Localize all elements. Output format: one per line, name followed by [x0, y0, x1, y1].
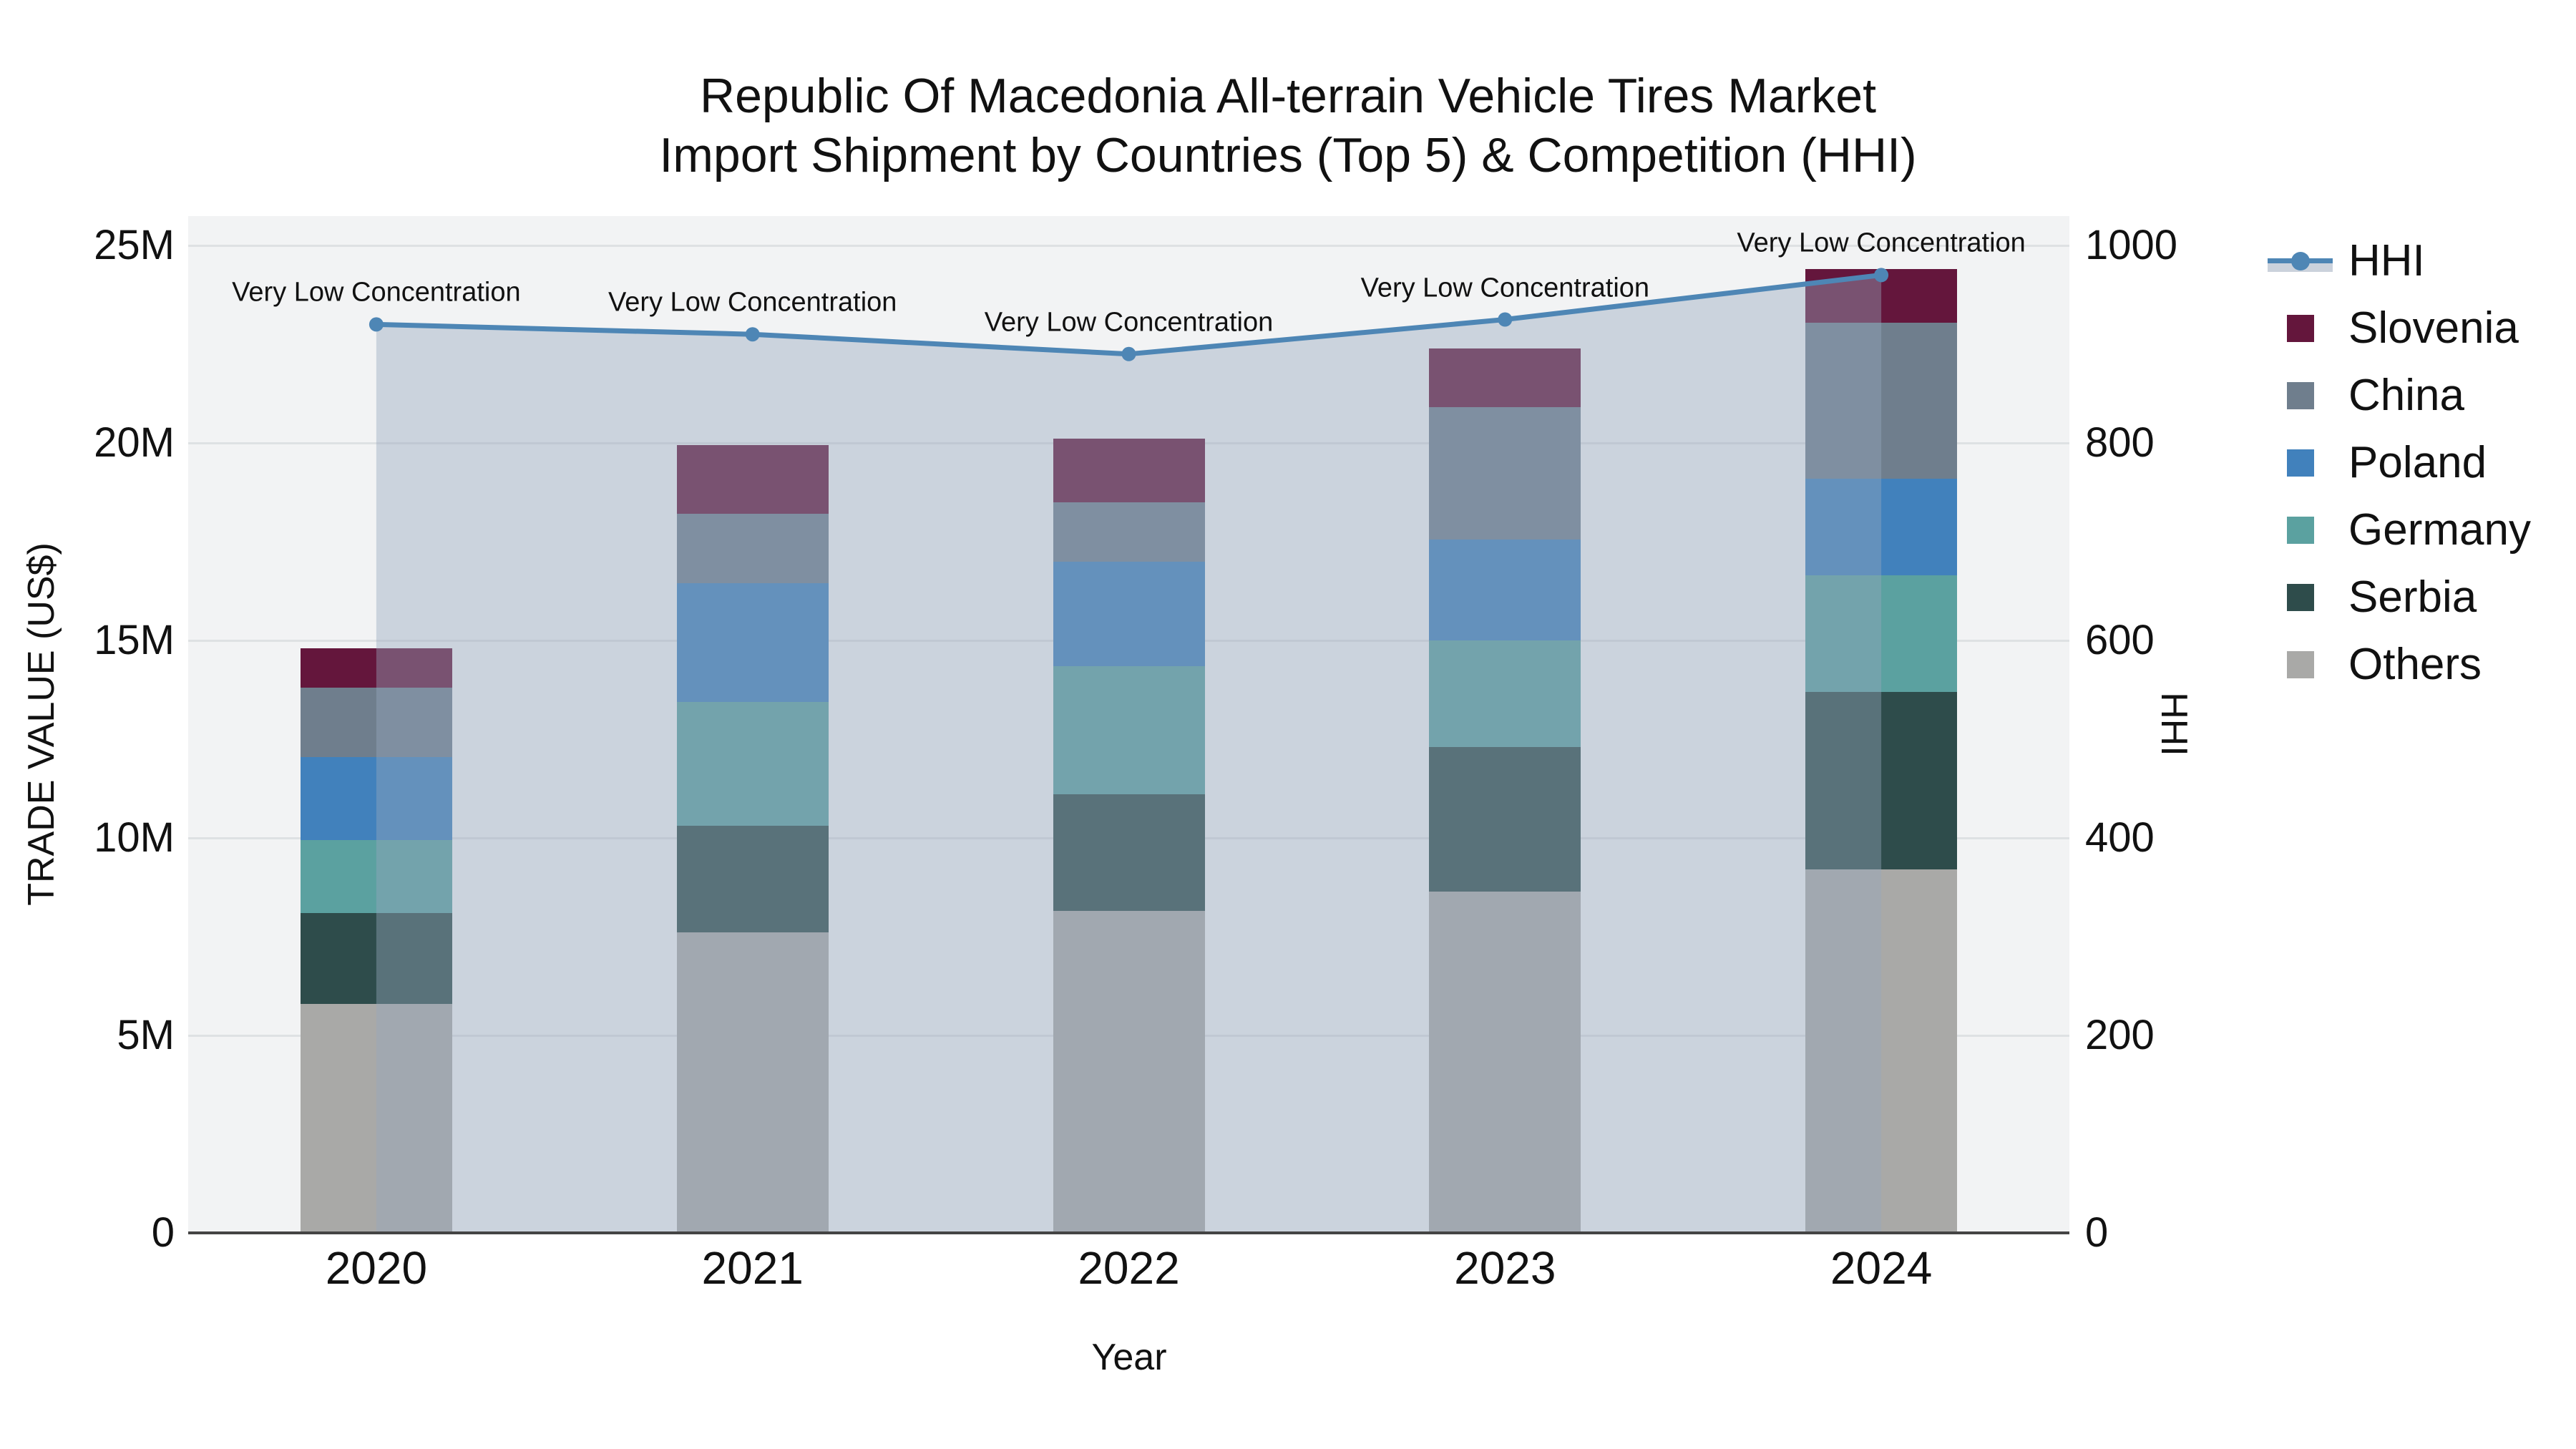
legend-item-others[interactable]: Others: [2268, 633, 2576, 697]
y-right-tick-600: 600: [2085, 617, 2155, 663]
bar-segment-germany-2020: [300, 839, 452, 913]
bar-segment-china-2021: [676, 514, 829, 583]
bar-segment-serbia-2020: [300, 912, 452, 1004]
legend-swatch-slovenia: [2287, 315, 2314, 342]
legend-item-china[interactable]: China: [2268, 364, 2576, 428]
bar-segment-slovenia-2021: [676, 444, 829, 514]
legend-label-poland: Poland: [2348, 438, 2487, 487]
y-right-tick-0: 0: [2085, 1209, 2109, 1256]
bar-segment-china-2024: [1805, 322, 1958, 479]
bar-segment-china-2022: [1053, 502, 1205, 562]
bar-segment-serbia-2024: [1805, 691, 1958, 870]
legend-item-hhi[interactable]: HHI: [2268, 229, 2576, 293]
legend-swatch-serbia: [2287, 584, 2314, 611]
y-left-axis-title: TRADE VALUE (US$): [21, 542, 62, 906]
legend-label-slovenia: Slovenia: [2348, 303, 2519, 353]
bar-segment-slovenia-2022: [1053, 439, 1205, 502]
x-tick-2024: 2024: [1830, 1242, 1933, 1294]
bar-segment-others-2020: [300, 1003, 452, 1233]
chart-title-line2: Import Shipment by Countries (Top 5) & C…: [659, 128, 1917, 182]
y-left-tick-5M: 5M: [117, 1012, 175, 1058]
legend-item-slovenia[interactable]: Slovenia: [2268, 296, 2576, 361]
x-tick-2023: 2023: [1454, 1242, 1556, 1294]
x-tick-2020: 2020: [325, 1242, 428, 1294]
bar-segment-slovenia-2024: [1805, 269, 1958, 323]
y-left-tick-25M: 25M: [94, 222, 175, 268]
y-right-axis-title: HHI: [2153, 692, 2195, 756]
bar-segment-germany-2023: [1429, 640, 1581, 748]
x-axis-title: Year: [1091, 1337, 1167, 1378]
bar-segment-germany-2024: [1805, 575, 1958, 692]
chart-title-line1: Republic Of Macedonia All-terrain Vehicl…: [699, 69, 1877, 123]
bar-segment-others-2024: [1805, 869, 1958, 1233]
bar-segment-china-2020: [300, 688, 452, 757]
legend-swatch-china: [2287, 382, 2314, 409]
legend-label-germany: Germany: [2348, 505, 2531, 555]
annotation-2023: Very Low Concentration: [1360, 273, 1650, 303]
legend-label-china: China: [2348, 371, 2464, 420]
bar-segment-poland-2024: [1805, 478, 1958, 575]
annotation-2024: Very Low Concentration: [1737, 228, 2026, 258]
legend-swatch-germany: [2287, 517, 2314, 544]
x-tick-2021: 2021: [701, 1242, 804, 1294]
legend-item-poland[interactable]: Poland: [2268, 431, 2576, 495]
legend-swatch-poland: [2287, 449, 2314, 477]
x-tick-2022: 2022: [1078, 1242, 1180, 1294]
bar-segment-poland-2020: [300, 756, 452, 840]
bar-segment-poland-2022: [1053, 561, 1205, 666]
bar-segment-poland-2023: [1429, 540, 1581, 640]
bar-segment-germany-2021: [676, 701, 829, 826]
legend-label-others: Others: [2348, 640, 2482, 689]
annotation-2020: Very Low Concentration: [232, 277, 521, 308]
y-right-tick-400: 400: [2085, 814, 2155, 861]
bar-segment-slovenia-2020: [300, 648, 452, 688]
bar-segment-germany-2022: [1053, 665, 1205, 795]
legend-item-germany[interactable]: Germany: [2268, 498, 2576, 562]
y-right-tick-200: 200: [2085, 1012, 2155, 1058]
annotation-2022: Very Low Concentration: [984, 307, 1274, 338]
y-left-tick-10M: 10M: [94, 814, 175, 861]
bar-segment-others-2022: [1053, 911, 1205, 1233]
y-right-tick-800: 800: [2085, 419, 2155, 466]
bar-segment-others-2023: [1429, 891, 1581, 1233]
bar-segment-china-2023: [1429, 407, 1581, 540]
legend-label-serbia: Serbia: [2348, 572, 2477, 622]
y-left-tick-15M: 15M: [94, 617, 175, 663]
bar-segment-slovenia-2023: [1429, 348, 1581, 408]
bar-segment-serbia-2023: [1429, 747, 1581, 892]
x-axis-line: [188, 1231, 2069, 1234]
gridline-25m: [188, 244, 2069, 247]
y-left-tick-0: 0: [151, 1209, 175, 1256]
bar-segment-others-2021: [676, 932, 829, 1233]
bar-segment-poland-2021: [676, 582, 829, 702]
bar-segment-serbia-2021: [676, 826, 829, 933]
y-right-tick-1000: 1000: [2085, 222, 2178, 268]
legend-item-serbia[interactable]: Serbia: [2268, 565, 2576, 630]
legend-swatch-others: [2287, 651, 2314, 678]
legend-hhi-marker-swatch: [2290, 252, 2310, 270]
annotation-2021: Very Low Concentration: [608, 287, 897, 318]
legend-label-hhi: HHI: [2348, 236, 2425, 286]
bar-segment-serbia-2022: [1053, 794, 1205, 912]
y-left-tick-20M: 20M: [94, 419, 175, 466]
